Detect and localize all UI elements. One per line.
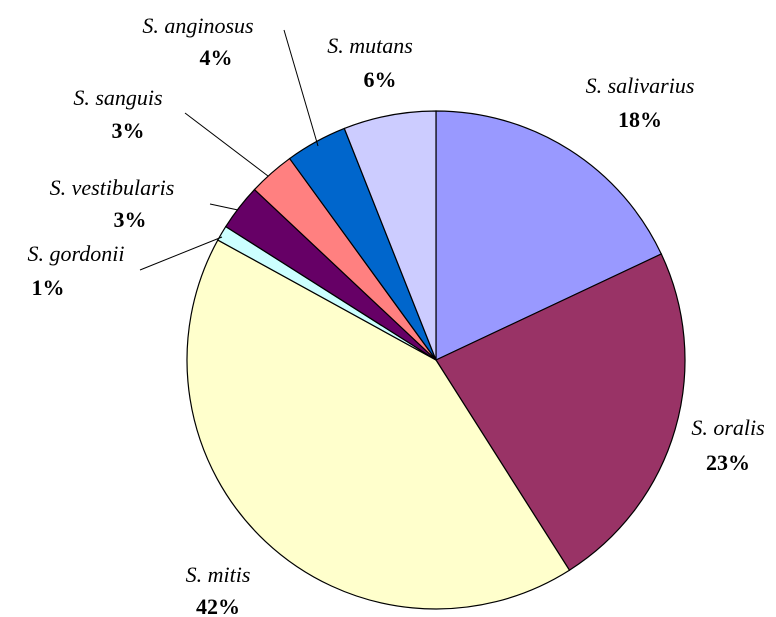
slice-name: S. gordonii	[28, 241, 125, 266]
slice-value: 4%	[200, 45, 233, 70]
slice-name: S. salivarius	[586, 73, 695, 98]
slice-value: 18%	[618, 107, 662, 132]
slice-value: 23%	[706, 450, 750, 475]
pie-slice	[435, 253, 686, 572]
slice-name: S. mutans	[327, 33, 413, 58]
pie-slice	[186, 239, 571, 610]
pie-slice	[343, 110, 437, 361]
slice-name: S. vestibularis	[50, 175, 175, 200]
slice-name: S. oralis	[691, 415, 764, 440]
pie-slice	[435, 110, 663, 361]
slice-value: 3%	[114, 207, 147, 232]
slice-name: S. sanguis	[73, 85, 162, 110]
slice-value: 3%	[112, 118, 145, 143]
leader-line	[209, 203, 239, 211]
slice-name: S. mitis	[186, 562, 251, 587]
leader-line	[184, 112, 269, 177]
leader-line	[139, 236, 223, 271]
leader-line	[283, 29, 319, 147]
slice-name: S. anginosus	[142, 13, 253, 38]
slice-value: 6%	[364, 67, 397, 92]
slice-value: 1%	[32, 275, 65, 300]
slice-value: 42%	[196, 594, 240, 617]
